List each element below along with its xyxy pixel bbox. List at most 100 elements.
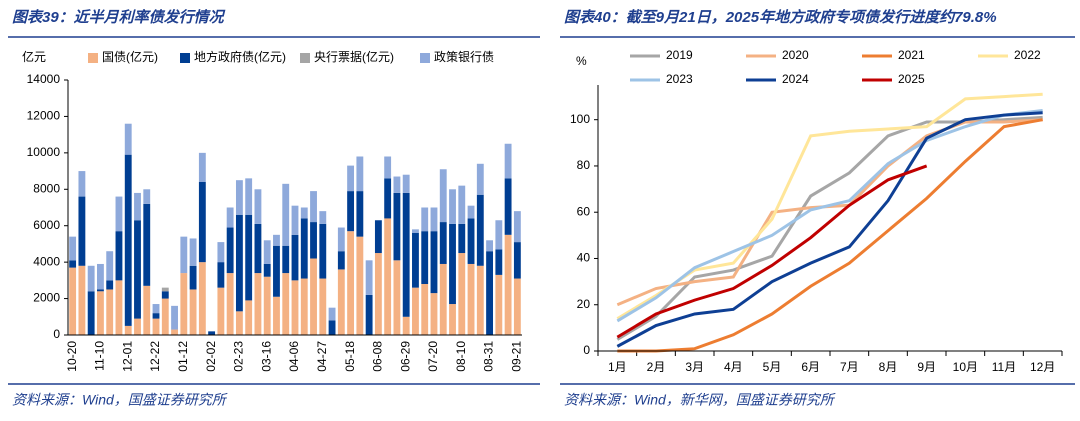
bar-segment	[161, 291, 169, 299]
bar-segment	[245, 214, 253, 301]
bar-segment	[124, 325, 132, 335]
bar-segment	[254, 189, 262, 224]
bar-segment	[467, 263, 475, 335]
bar-segment	[78, 196, 86, 266]
bar-segment	[217, 262, 225, 288]
x-tick-label: 10月	[953, 360, 978, 374]
x-tick-label: 5月	[763, 360, 782, 374]
bar-segment	[467, 218, 475, 264]
y-tick-label: 20	[577, 297, 591, 311]
bar-segment	[393, 176, 401, 193]
bar-segment	[513, 211, 521, 243]
bar-segment	[384, 218, 392, 335]
bar-segment	[310, 258, 317, 335]
legend-label: 2019	[666, 48, 693, 62]
bar-segment	[152, 318, 160, 335]
bar-segment	[245, 300, 253, 335]
bar-segment	[356, 156, 364, 192]
bar-segment	[217, 287, 225, 335]
y-tick-label: 4000	[33, 254, 60, 268]
bar-segment	[384, 156, 392, 179]
bar-segment	[449, 304, 456, 335]
bar-segment	[495, 220, 503, 250]
bar-segment	[402, 316, 410, 335]
x-tick-label: 02-23	[232, 341, 246, 372]
bar-segment	[106, 251, 114, 281]
bar-segment	[189, 265, 197, 290]
bar-segment	[152, 313, 160, 319]
x-tick-label: 05-18	[343, 341, 357, 372]
bar-segment	[161, 298, 169, 335]
bar-segment	[337, 227, 345, 252]
x-tick-label: 1月	[608, 360, 627, 374]
y-tick-label: 6000	[33, 218, 60, 232]
bar-segment	[115, 280, 123, 335]
bar-segment	[208, 331, 216, 335]
bar-segment	[337, 251, 345, 270]
bar-segment	[134, 220, 141, 319]
bar-segment	[421, 207, 429, 232]
bar-segment	[430, 293, 438, 335]
y-tick-label: 0	[53, 327, 60, 341]
bar-segment	[226, 227, 234, 274]
legend-label: 地方政府债(亿元)	[194, 49, 286, 64]
y-tick-label: 8000	[33, 181, 60, 195]
source: 资料来源：Wind，新华网，国盛证券研究所	[564, 392, 836, 408]
bar-segment	[319, 223, 327, 279]
bar-segment	[393, 260, 401, 335]
bar-segment	[412, 287, 419, 335]
y-tick-label: 40	[577, 251, 591, 265]
bar-segment	[319, 211, 327, 224]
bar-segment	[430, 231, 438, 294]
x-tick-label: 01-12	[176, 341, 190, 372]
bar-segment	[310, 191, 317, 223]
bar-segment	[449, 189, 456, 224]
bar-segment	[467, 205, 475, 219]
bar-segment	[263, 240, 271, 264]
bar-segment	[124, 123, 132, 155]
series-line	[616, 164, 928, 339]
y-tick-label: 80	[577, 158, 591, 172]
bar-segment	[504, 178, 512, 235]
bar-segment	[458, 253, 466, 335]
x-tick-label: 06-08	[371, 341, 385, 372]
x-tick-label: 04-27	[315, 341, 329, 372]
legend-label: 2020	[782, 48, 809, 62]
bar-segment	[106, 280, 114, 290]
bar-segment	[365, 260, 373, 295]
bar-segment	[106, 289, 114, 335]
x-tick-label: 4月	[724, 360, 743, 374]
bar-segment	[300, 278, 308, 335]
legend-swatch	[88, 53, 98, 63]
series-line	[617, 118, 1043, 353]
bar-segment	[254, 223, 262, 274]
x-tick-label: 04-06	[287, 341, 301, 372]
bar-segment	[291, 234, 299, 281]
bar-segment	[384, 178, 392, 219]
bar-segment	[226, 207, 234, 228]
bar-segment	[458, 185, 466, 224]
bar-segment	[393, 192, 401, 261]
bar-segment	[365, 294, 373, 335]
bar-segment	[328, 307, 336, 321]
bar-segment	[458, 223, 466, 254]
bar-segment	[328, 320, 336, 335]
bar-segment	[412, 233, 419, 288]
bar-segment	[374, 220, 382, 254]
x-tick-label: 8月	[879, 360, 898, 374]
bar-segment	[171, 305, 178, 330]
bar-segment	[504, 143, 512, 179]
bar-segment	[97, 263, 104, 290]
bar-segment	[282, 245, 290, 274]
bar-segment	[87, 291, 95, 335]
bar-segment	[198, 152, 206, 182]
bar-segment	[347, 191, 355, 232]
bar-segment	[273, 245, 280, 297]
bar-segment	[263, 276, 271, 335]
bar-segment	[291, 280, 299, 335]
bar-segment	[78, 171, 86, 197]
bar-segment	[87, 265, 95, 292]
bar-segment	[189, 238, 197, 266]
bar-segment	[273, 234, 280, 246]
bar-segment	[495, 249, 503, 275]
